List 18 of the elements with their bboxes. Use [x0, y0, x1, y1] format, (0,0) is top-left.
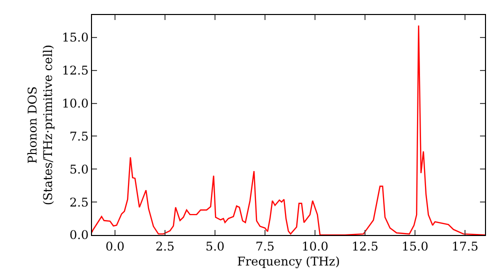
x-tick-label: 0.0: [105, 239, 125, 254]
y-tick-label: 0.0: [70, 228, 89, 242]
x-tick-label: 2.5: [155, 239, 175, 254]
x-tick-label: 12.5: [352, 239, 378, 254]
x-tick-label: 5.0: [205, 239, 225, 254]
y-tick-label: 5.0: [70, 162, 89, 176]
y-tick-label: 15.0: [62, 30, 89, 45]
x-tick-label: 17.5: [452, 239, 478, 254]
x-tick-label: 10.0: [302, 239, 328, 254]
y-tick-label: 2.5: [70, 195, 89, 210]
x-axis-title: Frequency (THz): [237, 254, 340, 268]
line-series: [92, 24, 485, 235]
y-tick-label: 12.5: [62, 64, 89, 78]
y-tick-label: 7.5: [70, 129, 89, 144]
y-tick-label: 10.0: [62, 96, 89, 110]
y-axis-title: Phonon DOS (States/THz·primitive cell): [26, 44, 56, 206]
x-tick-label: 15.0: [402, 239, 428, 254]
x-tick-label: 7.5: [255, 239, 275, 254]
